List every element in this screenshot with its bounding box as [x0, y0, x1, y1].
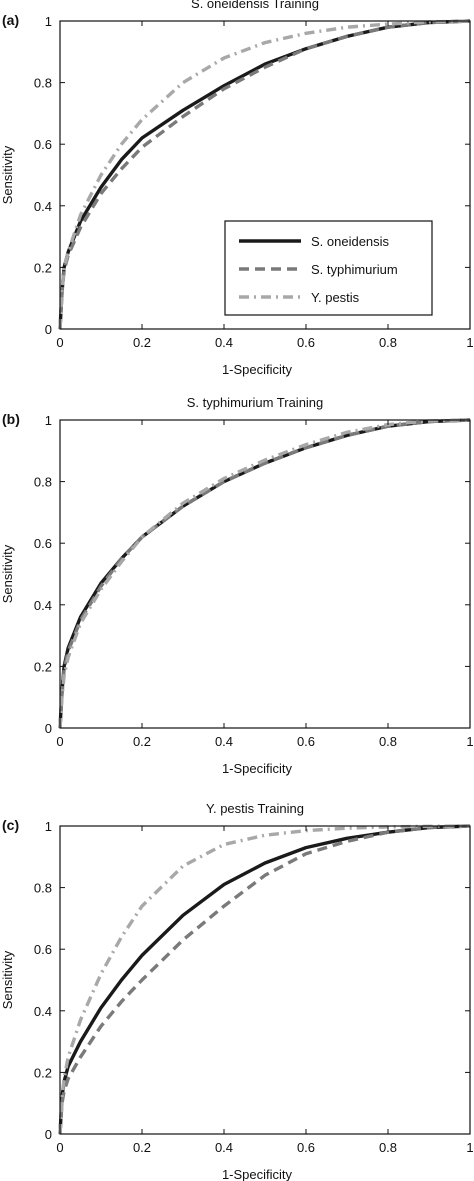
series-line-s-oneidensis — [58, 418, 471, 729]
x-tick-label: 0.2 — [133, 1140, 151, 1155]
panel-label: (b) — [2, 411, 20, 427]
plot-frame — [59, 20, 471, 330]
y-tick-label: 0.6 — [34, 536, 52, 551]
x-tick-label: 0 — [56, 734, 63, 749]
y-tick-label: 0.4 — [34, 598, 52, 613]
y-tick-label: 0.2 — [34, 659, 52, 674]
x-axis-label: 1-Specificity — [222, 761, 293, 776]
x-tick-label: 0 — [56, 335, 63, 350]
y-tick-label: 0.4 — [34, 1004, 52, 1019]
y-axis-label: Sensitivity — [0, 145, 15, 204]
y-tick-label: 1 — [45, 819, 52, 834]
y-tick-label: 0.8 — [34, 76, 52, 91]
y-tick-label: 0.6 — [34, 942, 52, 957]
x-axis-label: 1-Specificity — [222, 1167, 293, 1181]
x-tick-label: 0.6 — [297, 335, 315, 350]
x-tick-label: 0.6 — [297, 734, 315, 749]
series-line-y-pestis — [58, 418, 471, 729]
series-line-y-pestis — [58, 824, 471, 1135]
y-tick-label: 0.2 — [34, 1065, 52, 1080]
legend-label-s-oneidensis: S. oneidensis — [311, 234, 390, 249]
panel-b: S. typhimurium Training (b) 0 0.2 0.4 0.6 0.8 1… — [0, 395, 474, 776]
chart-title: S. typhimurium Training — [187, 395, 324, 410]
y-tick-label: 0 — [45, 322, 52, 337]
x-tick-label: 0.6 — [297, 1140, 315, 1155]
y-tick-label: 1 — [45, 14, 52, 29]
y-tick-label: 0.2 — [34, 260, 52, 275]
x-tick-label: 0.8 — [379, 335, 397, 350]
y-tick-label: 1 — [45, 413, 52, 428]
plot-frame — [59, 825, 471, 1135]
y-tick-label: 0.6 — [34, 137, 52, 152]
panel-c: Y. pestis Training (c) 0 0.2 0.4 0.6 0.8 1 0 0.2 0… — [0, 801, 474, 1181]
y-tick-label: 0.8 — [34, 475, 52, 490]
x-tick-label: 0.4 — [215, 1140, 233, 1155]
x-tick-label: 1 — [466, 1140, 473, 1155]
y-tick-label: 0 — [45, 1127, 52, 1142]
x-tick-label: 0.8 — [379, 1140, 397, 1155]
series-line-s-typhimurium — [58, 418, 471, 729]
panel-label: (a) — [2, 12, 19, 28]
y-axis-label: Sensitivity — [0, 950, 15, 1009]
plot-frame — [59, 419, 471, 729]
x-tick-label: 0.4 — [215, 734, 233, 749]
series-line-y-pestis — [58, 19, 471, 330]
legend-label-s-typhimurium: S. typhimurium — [311, 262, 398, 277]
legend: S. oneidensis S. typhimurium Y. pestis — [224, 220, 433, 316]
series-line-s-oneidensis — [58, 824, 471, 1135]
legend-label-y-pestis: Y. pestis — [311, 290, 360, 305]
y-axis-label: Sensitivity — [0, 544, 15, 603]
x-tick-label: 0.2 — [133, 734, 151, 749]
x-tick-label: 0 — [56, 1140, 63, 1155]
panel-a: S. oneidensis Training (a) 0 0.2 0.4 0.6 0.8 1 0… — [0, 0, 474, 377]
x-tick-label: 0.4 — [215, 335, 233, 350]
chart-title: Y. pestis Training — [206, 801, 304, 816]
x-tick-label: 0.2 — [133, 335, 151, 350]
y-tick-label: 0.8 — [34, 881, 52, 896]
series-line-s-typhimurium — [58, 824, 471, 1135]
panel-label: (c) — [2, 817, 19, 833]
y-tick-label: 0.4 — [34, 199, 52, 214]
x-tick-label: 0.8 — [379, 734, 397, 749]
x-axis-label: 1-Specificity — [222, 362, 293, 377]
x-tick-label: 1 — [466, 734, 473, 749]
x-tick-label: 1 — [466, 335, 473, 350]
chart-title: S. oneidensis Training — [191, 0, 319, 11]
y-tick-label: 0 — [45, 721, 52, 736]
